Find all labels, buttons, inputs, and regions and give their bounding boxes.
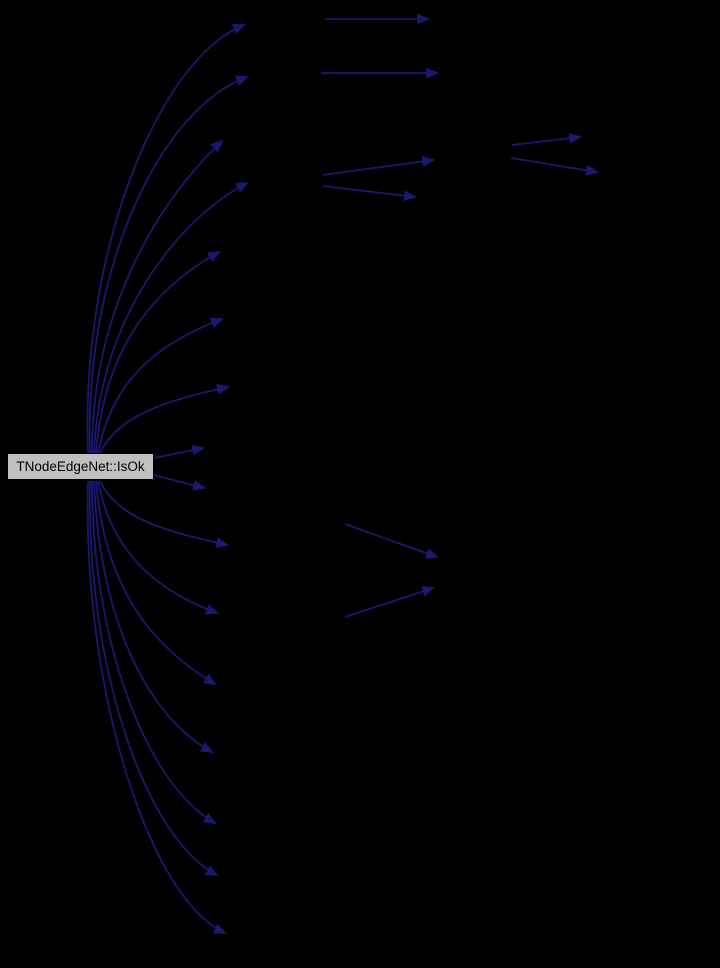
graph-edge-branch-a-2 [322,185,418,202]
graph-edge-fan-13 [93,480,214,754]
graph-edge-fan-8 [153,444,206,459]
graph-edge-fan-16 [86,480,227,934]
graph-edge-branch-b-2 [510,157,600,176]
graph-edge-fan-5 [95,250,221,454]
edges-layer [86,13,600,934]
graph-edge-branch-b-1 [511,132,583,146]
graph-edge-merge-1 [344,523,440,559]
graph-edge-branch-a-1 [322,156,436,176]
graph-edge-fan-1 [86,23,247,454]
node-tnodeedgenet-isok: TNodeEdgeNet::IsOk [7,453,154,480]
graph-edge-fan-11 [97,480,220,615]
graph-edge-fan-6 [97,317,225,454]
graph-edge-fan-10 [99,480,230,548]
graph-edge-fan-12 [95,480,217,686]
graph-edge-fan-2 [88,75,250,454]
graph-edge-fan-3 [91,139,224,454]
graph-edge-fan-7 [99,384,231,454]
graph-edge-fan-15 [88,480,219,876]
graph-edge-fan-14 [91,480,217,825]
graph-edge-fan-9 [153,474,207,491]
node-label: TNodeEdgeNet::IsOk [16,458,145,474]
graph-edge-fan-4 [93,182,249,454]
graph-edge-merge-2 [344,586,436,618]
